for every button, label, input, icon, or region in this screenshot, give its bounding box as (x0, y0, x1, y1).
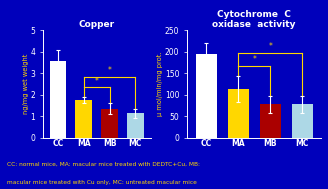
Text: *: * (252, 55, 256, 64)
Bar (75, 100, 92, 138)
Title: Cytochrome  C
oxidase  activity: Cytochrome C oxidase activity (213, 10, 296, 29)
Bar (260, 104, 281, 138)
Text: macular mice treated with Cu only, MC: untreated macular mice: macular mice treated with Cu only, MC: u… (7, 180, 196, 185)
Bar (50, 61, 67, 138)
Bar (101, 109, 118, 138)
Text: *: * (108, 67, 112, 75)
Text: CC: normal mice, MA: macular mice treated with DEDTC+Cu, MB:: CC: normal mice, MA: macular mice treate… (7, 162, 199, 167)
Text: *: * (268, 42, 272, 51)
Title: Copper: Copper (79, 20, 115, 29)
Bar (196, 54, 216, 138)
Text: *: * (95, 77, 99, 86)
Y-axis label: μ mol/min/mg prot.: μ mol/min/mg prot. (157, 52, 163, 116)
Bar (228, 89, 249, 138)
Bar (292, 104, 313, 138)
Y-axis label: ng/mg wet weight: ng/mg wet weight (23, 54, 29, 114)
Bar (127, 113, 144, 138)
